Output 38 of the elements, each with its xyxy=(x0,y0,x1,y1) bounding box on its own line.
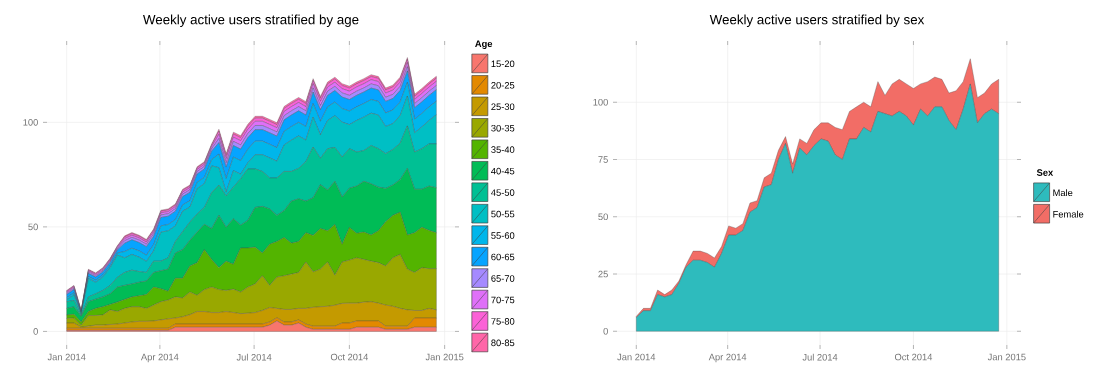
legend-label: 60-65 xyxy=(491,253,515,261)
y-tick-label: 0 xyxy=(33,328,38,335)
x-tick-label: Jan 2015 xyxy=(987,353,1026,361)
legend-label: 30-35 xyxy=(491,124,515,132)
y-tick-label: 100 xyxy=(593,98,608,106)
legend-label: 70-75 xyxy=(491,296,515,304)
legend-label: 55-60 xyxy=(491,232,515,239)
legend-label: 45-50 xyxy=(491,189,515,196)
legend-label: 40-45 xyxy=(491,167,515,175)
y-tick-label: 50 xyxy=(28,223,38,231)
legend-label: 80-85 xyxy=(491,339,515,347)
chart-title: Weekly active users stratified by age xyxy=(143,14,359,27)
x-tick-label: Jan 2014 xyxy=(617,353,656,361)
legend-label: 35-40 xyxy=(491,146,515,153)
x-tick-label: Jan 2015 xyxy=(425,353,464,361)
x-tick-label: Jul 2014 xyxy=(236,353,272,361)
y-tick-label: 0 xyxy=(603,327,608,335)
x-tick-label: Oct 2014 xyxy=(330,353,369,361)
x-tick-label: Apr 2014 xyxy=(140,353,179,363)
x-tick-label: Jan 2014 xyxy=(47,353,86,361)
legend-label: 15-20 xyxy=(491,60,515,68)
legend-label: 50-55 xyxy=(491,210,515,218)
legend-title: Age xyxy=(475,40,493,49)
y-tick-label: 100 xyxy=(23,119,38,126)
legend-title: Sex xyxy=(1036,169,1054,176)
y-tick-label: 25 xyxy=(598,270,608,278)
chart-title: Weekly active users stratified by sex xyxy=(709,14,925,27)
legend-label: 75-80 xyxy=(491,318,515,325)
x-tick-label: Jul 2014 xyxy=(802,353,838,361)
y-tick-label: 50 xyxy=(598,213,608,221)
x-tick-label: Oct 2014 xyxy=(894,353,933,361)
legend-label: 65-70 xyxy=(491,275,515,282)
x-tick-label: Apr 2014 xyxy=(708,353,747,363)
legend-label: 20-25 xyxy=(491,81,515,89)
legend-label: Female xyxy=(1053,210,1084,218)
legend-label: Male xyxy=(1053,189,1073,197)
y-tick-label: 75 xyxy=(598,156,608,163)
legend-label: 25-30 xyxy=(491,103,515,111)
